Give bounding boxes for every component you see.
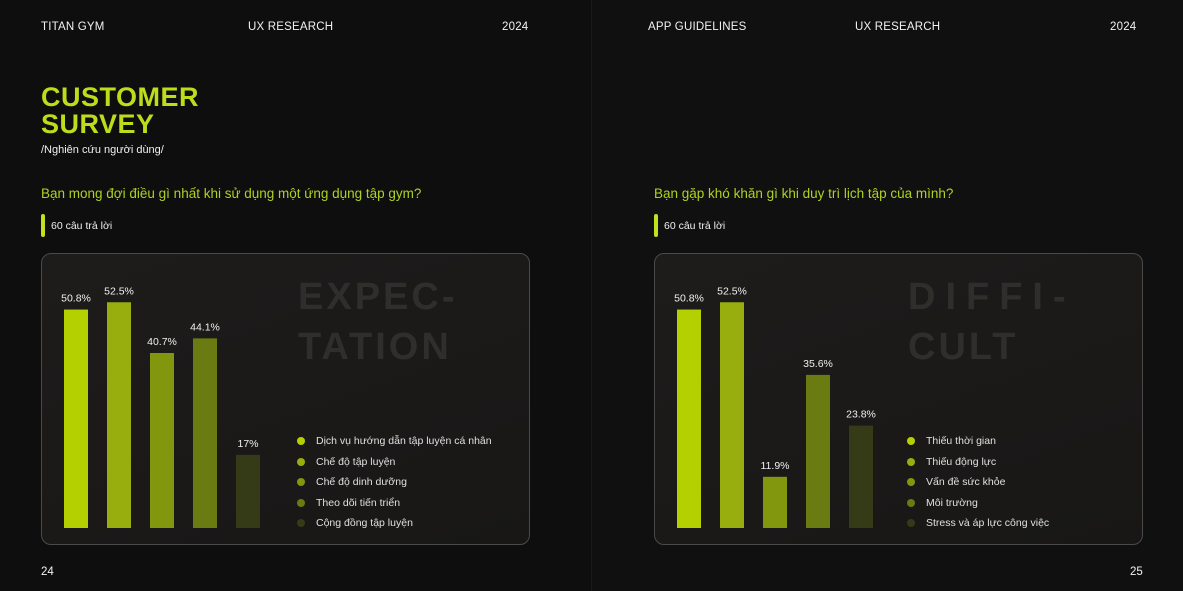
- legend-item: Cộng đồng tập luyện: [297, 513, 492, 534]
- legend-dot-icon: [907, 478, 915, 487]
- watermark-line-2: TATION: [298, 326, 452, 368]
- chart-card-expectation: EXPEC- TATION 50.8% 52.5% 40.7% 44.1% 17% Dị…: [41, 253, 530, 545]
- legend-dot-icon: [907, 498, 915, 507]
- bar-chart-expectation: 50.8% 52.5% 40.7% 44.1% 17%: [61, 285, 260, 528]
- header-section: UX RESEARCH: [248, 21, 334, 33]
- response-count: 60 câu trả lời: [664, 220, 726, 232]
- title-line-2: SURVEY: [41, 109, 155, 139]
- bar-value-label: 50.8%: [674, 293, 704, 305]
- header-brand: TITAN GYM: [41, 21, 105, 33]
- header-year: 2024: [1110, 21, 1137, 33]
- watermark-line-1: EXPEC-: [298, 276, 458, 318]
- legend-item: Vấn đề sức khỏe: [907, 472, 1049, 493]
- bar-2: [720, 302, 744, 528]
- bar-chart-difficult: 50.8% 52.5% 11.9% 35.6% 23.8%: [674, 285, 876, 528]
- legend-dot-icon: [907, 437, 915, 446]
- bar-5: [236, 454, 260, 528]
- legend-label: Chế độ dinh dưỡng: [316, 476, 407, 489]
- bar-value-label: 52.5%: [717, 285, 747, 297]
- legend-label: Vấn đề sức khỏe: [926, 476, 1006, 489]
- left-page: TITAN GYM UX RESEARCH 2024 CUSTOMER SURV…: [0, 0, 591, 591]
- bar-5: [849, 425, 873, 528]
- legend-item: Thiếu thời gian: [907, 431, 1049, 452]
- page-divider: [591, 0, 592, 591]
- page-subtitle: /Nghiên cứu người dùng/: [41, 144, 164, 156]
- bar-4: [806, 374, 830, 528]
- legend-label: Thiếu động lực: [926, 455, 997, 468]
- response-count: 60 câu trả lời: [51, 220, 113, 232]
- legend-item: Chế độ tập luyện: [297, 452, 492, 473]
- legend-dot-icon: [297, 519, 305, 528]
- legend-dot-icon: [297, 498, 305, 507]
- chart-legend: Dịch vụ hướng dẫn tập luyện cá nhân Chế đ…: [297, 431, 492, 534]
- bar-value-label: 17%: [237, 438, 258, 450]
- legend-label: Môi trường: [926, 496, 978, 509]
- page-number: 25: [1130, 566, 1143, 578]
- bar-value-label: 40.7%: [147, 336, 177, 348]
- chart-card-difficult: DIFFI- CULT 50.8% 52.5% 11.9% 35.6% 23.8% Th…: [654, 253, 1143, 545]
- legend-label: Thiếu thời gian: [926, 435, 996, 448]
- bar-value-label: 50.8%: [61, 293, 91, 305]
- legend-item: Môi trường: [907, 493, 1049, 514]
- legend-dot-icon: [907, 457, 915, 466]
- bar-value-label: 11.9%: [761, 460, 790, 472]
- legend-dot-icon: [297, 437, 305, 446]
- legend-dot-icon: [297, 457, 305, 466]
- legend-label: Cộng đồng tập luyện: [316, 517, 413, 530]
- response-indicator: [41, 214, 45, 237]
- legend-item: Dịch vụ hướng dẫn tập luyện cá nhân: [297, 431, 492, 452]
- header-section: UX RESEARCH: [855, 21, 941, 33]
- bar-value-label: 52.5%: [104, 285, 134, 297]
- legend-item: Chế độ dinh dưỡng: [297, 472, 492, 493]
- legend-label: Dịch vụ hướng dẫn tập luyện cá nhân: [316, 435, 492, 448]
- bar-value-label: 44.1%: [190, 321, 220, 333]
- bar-1: [677, 309, 701, 528]
- watermark-text: EXPEC- TATION: [298, 272, 457, 372]
- page-title: CUSTOMER SURVEY: [41, 84, 199, 138]
- watermark-line-2: CULT: [908, 326, 1019, 368]
- legend-dot-icon: [907, 519, 915, 528]
- bar-3: [150, 352, 174, 528]
- response-indicator: [654, 214, 658, 237]
- legend-label: Chế độ tập luyện: [316, 455, 396, 468]
- legend-item: Theo dõi tiến triển: [297, 493, 492, 514]
- bar-3: [763, 476, 787, 528]
- header-brand: APP GUIDELINES: [648, 21, 747, 33]
- page-number: 24: [41, 566, 54, 578]
- survey-question: Bạn gặp khó khăn gì khi duy trì lịch tập…: [654, 186, 954, 201]
- bar-value-label: 23.8%: [846, 409, 876, 421]
- legend-dot-icon: [297, 478, 305, 487]
- legend-item: Stress và áp lực công việc: [907, 513, 1049, 534]
- title-line-1: CUSTOMER: [41, 82, 200, 112]
- bar-4: [193, 338, 217, 528]
- legend-item: Thiếu động lực: [907, 452, 1049, 473]
- chart-legend: Thiếu thời gian Thiếu động lực Vấn đề sức …: [907, 431, 1049, 534]
- bar-value-label: 35.6%: [803, 358, 833, 370]
- bar-1: [64, 309, 88, 528]
- survey-question: Bạn mong đợi điều gì nhất khi sử dụng mộ…: [41, 186, 422, 201]
- legend-label: Stress và áp lực công việc: [926, 517, 1050, 530]
- bar-2: [107, 302, 131, 528]
- legend-label: Theo dõi tiến triển: [316, 496, 401, 509]
- right-page: APP GUIDELINES UX RESEARCH 2024 Bạn gặp …: [592, 0, 1183, 591]
- watermark-line-1: DIFFI-: [908, 276, 1076, 318]
- watermark-text: DIFFI- CULT: [908, 272, 1076, 372]
- header-year: 2024: [502, 21, 529, 33]
